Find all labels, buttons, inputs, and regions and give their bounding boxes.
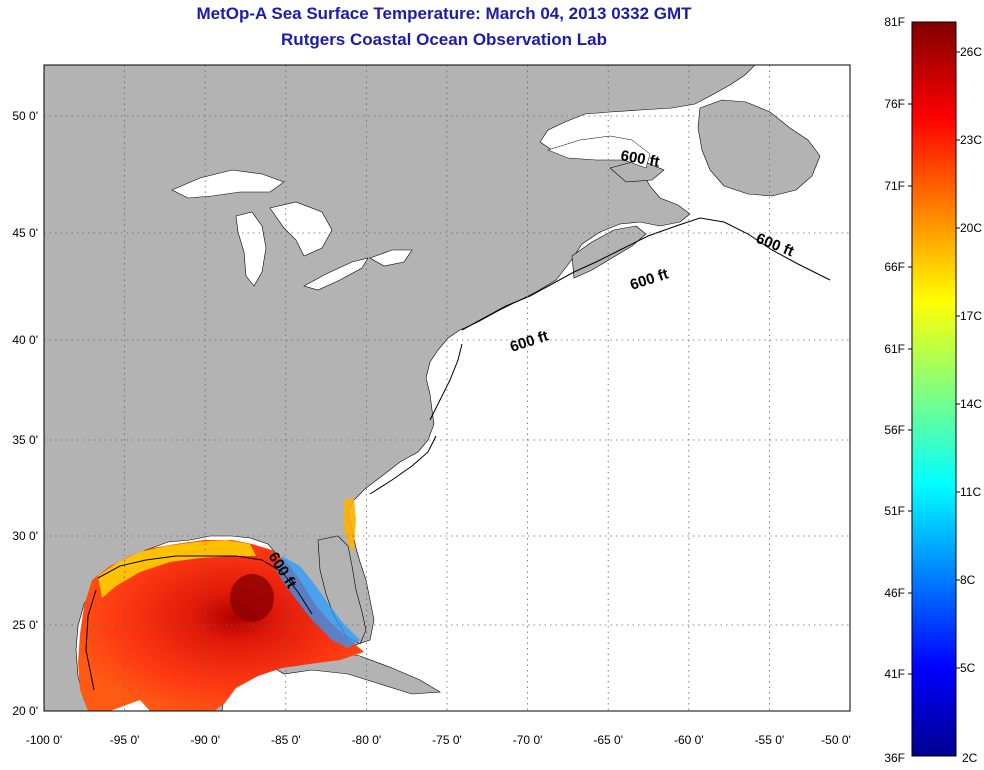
x-tick-label: -70 0' bbox=[513, 733, 543, 747]
colorbar-f-label: 41F bbox=[884, 667, 905, 681]
colorbar-c-label: 23C bbox=[960, 133, 982, 147]
colorbar-f-label: 61F bbox=[884, 342, 905, 356]
colorbar-f-label: 56F bbox=[884, 423, 905, 437]
colorbar-c-label: 17C bbox=[960, 309, 982, 323]
colorbar-c-label: 11C bbox=[960, 485, 981, 499]
lake-ontario bbox=[369, 249, 413, 267]
map-area bbox=[44, 65, 850, 711]
x-tick-label: -75 0' bbox=[432, 733, 462, 747]
lake-erie bbox=[303, 257, 369, 291]
y-axis-ticks: 50 0' 45 0' 40 0' 35 0' 30 0' 25 0' 20 0… bbox=[12, 109, 38, 718]
x-tick-label: -50 0' bbox=[821, 733, 851, 747]
contour-label-600ft: 600 ft bbox=[619, 147, 661, 171]
x-tick-label: -55 0' bbox=[755, 733, 785, 747]
y-tick-label: 30 0' bbox=[12, 529, 38, 543]
x-axis-ticks: -100 0' -95 0' -90 0' -85 0' -80 0' -75 … bbox=[26, 733, 851, 747]
colorbar-c-label: 5C bbox=[960, 661, 976, 675]
colorbar-gradient bbox=[911, 21, 957, 757]
colorbar-f-label: 51F bbox=[884, 504, 905, 518]
lake-superior bbox=[171, 169, 285, 199]
map-grid bbox=[44, 65, 850, 711]
x-tick-label: -65 0' bbox=[593, 733, 623, 747]
bathymetry-contour-600ft bbox=[85, 217, 831, 691]
colorbar-c-label: 26C bbox=[960, 45, 982, 59]
colorbar-f-label: 76F bbox=[884, 97, 905, 111]
y-tick-label: 25 0' bbox=[12, 618, 38, 632]
gulf-shelf-cool-water bbox=[98, 540, 256, 598]
loop-current-warm-core bbox=[230, 574, 274, 622]
lake-michigan bbox=[235, 211, 267, 287]
lake-huron bbox=[269, 201, 333, 257]
gulf-st-lawrence bbox=[547, 135, 651, 169]
x-tick-label: -100 0' bbox=[26, 733, 62, 747]
x-tick-label: -90 0' bbox=[190, 733, 220, 747]
colorbar-f-label: 46F bbox=[884, 586, 905, 600]
colorbar-f-label: 36F bbox=[884, 751, 905, 765]
florida-peninsula bbox=[317, 535, 367, 645]
atlantic-shelf-sst bbox=[344, 498, 356, 550]
y-tick-label: 40 0' bbox=[12, 333, 38, 347]
colorbar-f-label: 81F bbox=[884, 15, 905, 29]
colorbar-c-label: 14C bbox=[960, 397, 982, 411]
colorbar-f-label: 66F bbox=[884, 260, 905, 274]
colorbar-c-label: 2C bbox=[962, 751, 978, 765]
x-tick-label: -60 0' bbox=[674, 733, 704, 747]
y-tick-label: 45 0' bbox=[12, 226, 38, 240]
colorbar-c-label: 8C bbox=[960, 573, 976, 587]
y-tick-label: 50 0' bbox=[12, 109, 38, 123]
florida-shelf-cool-water bbox=[276, 556, 360, 648]
y-tick-label: 20 0' bbox=[12, 704, 38, 718]
map-frame bbox=[43, 64, 851, 712]
x-tick-label: -80 0' bbox=[352, 733, 382, 747]
temperature-colorbar: 81F 76F 71F 66F 61F 56F 51F 46F 41F 36F … bbox=[884, 15, 982, 765]
colorbar-c-label: 20C bbox=[960, 221, 982, 235]
map-title: MetOp-A Sea Surface Temperature: March 0… bbox=[196, 4, 692, 23]
x-tick-label: -95 0' bbox=[110, 733, 140, 747]
newfoundland-land bbox=[697, 99, 821, 197]
y-tick-label: 35 0' bbox=[12, 433, 38, 447]
x-tick-label: -85 0' bbox=[271, 733, 301, 747]
map-subtitle: Rutgers Coastal Ocean Observation Lab bbox=[281, 30, 607, 49]
colorbar-f-label: 71F bbox=[884, 179, 905, 193]
